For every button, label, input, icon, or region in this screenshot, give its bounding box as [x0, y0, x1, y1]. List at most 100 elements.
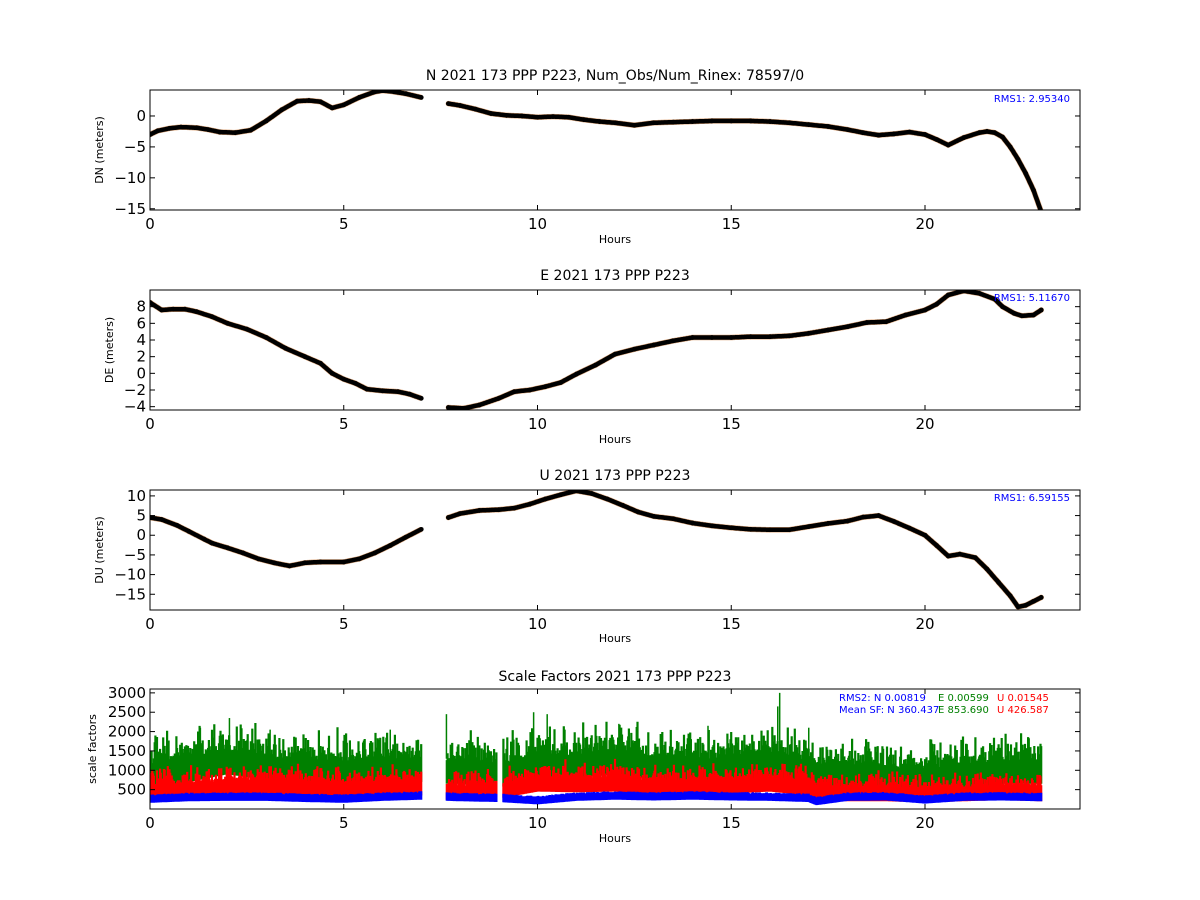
data-point [155, 128, 161, 134]
data-point [217, 129, 223, 135]
data-point [651, 513, 657, 519]
data-point [728, 118, 734, 124]
x-tick-label: 5 [339, 215, 349, 233]
data-point [1031, 187, 1036, 193]
data-point [728, 525, 734, 531]
data-point [945, 553, 951, 559]
data-point [631, 346, 637, 352]
x-tick-label: 10 [528, 615, 547, 633]
y-tick-label: 3000 [108, 684, 146, 702]
panel-e-title: E 2021 173 PPP P223 [540, 268, 690, 284]
data-point [786, 120, 792, 126]
y-tick-label: 2 [136, 348, 146, 366]
data-point [976, 130, 982, 136]
data-point [341, 559, 347, 565]
panel-e-marks [150, 290, 1044, 410]
data-point [631, 122, 637, 128]
data-point [728, 335, 734, 340]
data-point [558, 492, 564, 498]
data-point [1023, 602, 1029, 608]
data-point [496, 395, 502, 401]
x-tick-label: 20 [915, 215, 934, 233]
data-point [476, 402, 482, 408]
x-tick-label: 5 [339, 415, 349, 433]
data-point [341, 102, 347, 108]
data-point [907, 129, 912, 135]
panel-u-frame [149, 489, 1081, 611]
data-point [283, 345, 289, 351]
data-point [403, 534, 409, 540]
data-point [934, 137, 940, 142]
data-point [984, 566, 990, 572]
data-point [806, 524, 812, 529]
data-point [186, 528, 192, 534]
data-point [201, 536, 207, 542]
data-point [380, 388, 385, 394]
data-point [992, 130, 998, 136]
panel-sf-ylabel: scale factors [86, 714, 99, 784]
data-point [903, 312, 909, 318]
data-point [256, 556, 261, 562]
data-point [395, 389, 401, 395]
series-line [446, 101, 1043, 210]
x-tick-label: 15 [722, 415, 741, 433]
x-tick-label: 20 [915, 415, 934, 433]
data-point [934, 301, 940, 307]
data-point [504, 112, 509, 118]
x-tick-label: 10 [528, 814, 547, 832]
data-point [271, 560, 277, 566]
data-point [194, 309, 199, 315]
data-point [957, 551, 963, 557]
panel-n-rms-annotation: RMS1: 2.95340 [994, 94, 1070, 105]
data-point [651, 342, 657, 348]
data-point [635, 509, 641, 515]
x-tick-label: 0 [145, 215, 155, 233]
data-point [519, 113, 525, 119]
y-tick-label: 0 [136, 526, 146, 544]
panel-n-xlabel: Hours [599, 233, 631, 246]
data-point [589, 491, 595, 496]
data-point [418, 95, 424, 100]
data-point [535, 114, 540, 120]
panel-u-rms-annotation: RMS1: 6.59155 [994, 493, 1070, 504]
data-point [860, 130, 866, 136]
data-point [174, 523, 180, 528]
data-point [445, 515, 451, 520]
data-point [825, 521, 831, 526]
data-point [670, 338, 676, 344]
y-tick-label: −15 [114, 585, 146, 603]
data-point [527, 501, 533, 507]
data-point [1031, 598, 1036, 604]
data-point [945, 142, 951, 148]
data-point [864, 320, 870, 325]
data-point [748, 526, 754, 532]
data-point [418, 395, 424, 401]
panel-sf-mean-u: U 426.587 [997, 705, 1049, 716]
data-point [318, 559, 323, 565]
data-point [845, 127, 850, 132]
data-point [612, 351, 618, 357]
x-tick-label: 0 [145, 814, 155, 832]
x-tick-label: 15 [722, 814, 741, 832]
data-point [329, 370, 335, 376]
data-point [1000, 134, 1005, 140]
data-point [1000, 304, 1005, 310]
data-point [488, 111, 494, 116]
data-point [1019, 313, 1025, 319]
y-tick-label: 6 [136, 314, 146, 332]
data-point [1011, 310, 1017, 316]
y-tick-label: −10 [114, 169, 146, 187]
panel-n-frame [149, 89, 1081, 211]
data-point [934, 543, 940, 548]
data-point [364, 386, 370, 392]
panel-sf-rms-u: U 0.01545 [997, 693, 1049, 704]
panel-u-plot-area [150, 490, 1044, 610]
data-point [205, 127, 211, 132]
data-point [248, 127, 254, 133]
data-point [182, 306, 188, 312]
y-tick-label: 1000 [108, 761, 146, 779]
panel-sf-plot-area [150, 692, 1043, 806]
panel-sf-mean-label: Mean SF: N 360.437 [839, 705, 939, 716]
series-n-spikes [150, 791, 1043, 806]
panel-u-title: U 2021 173 PPP P223 [540, 468, 691, 484]
